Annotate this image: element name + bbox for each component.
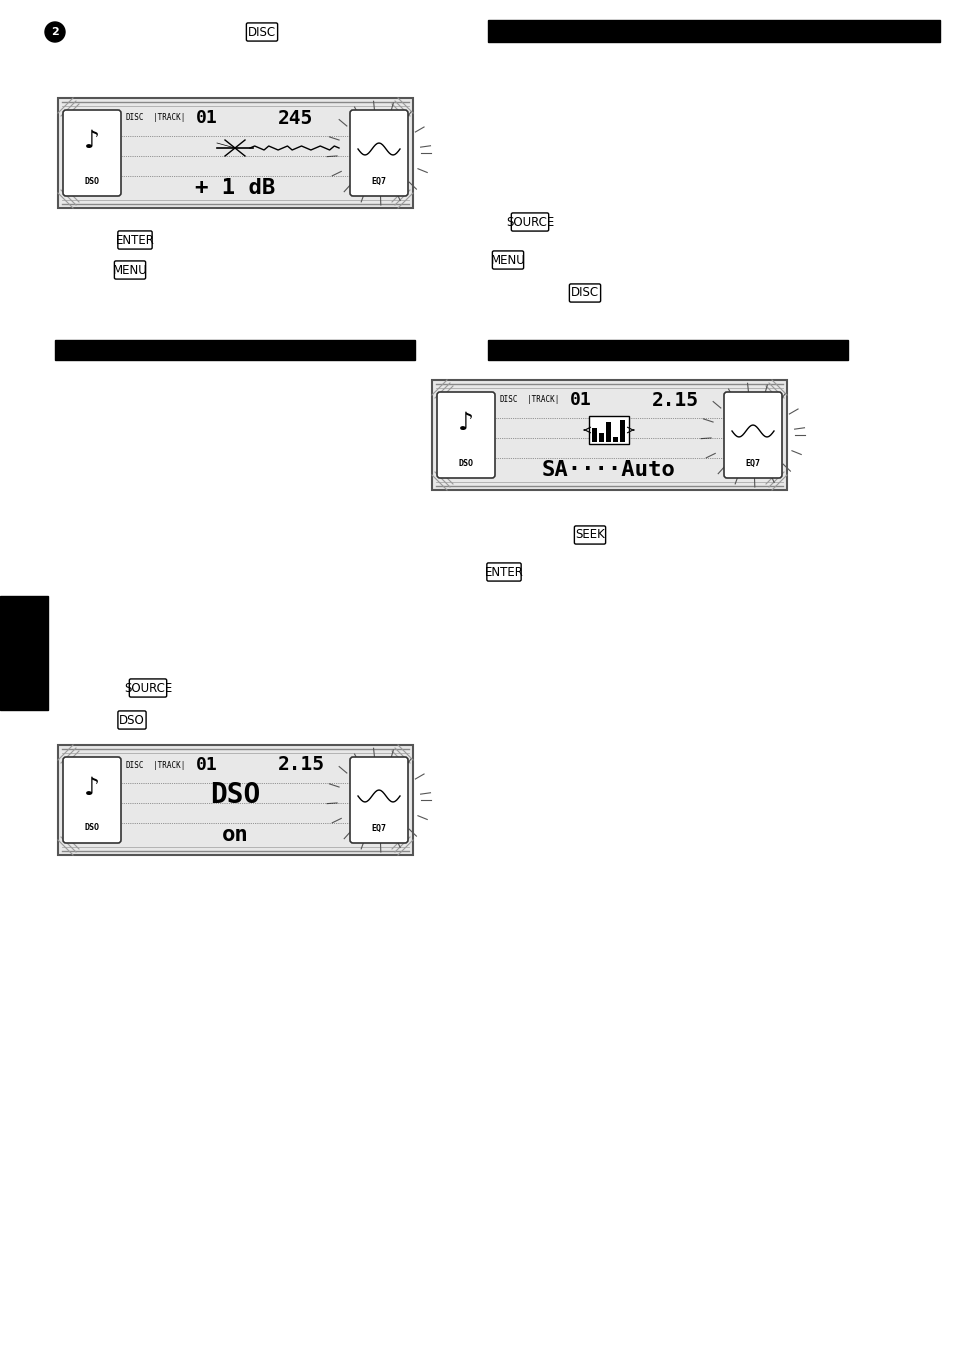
Text: DISC: DISC: [248, 26, 275, 38]
Text: ENTER: ENTER: [115, 234, 154, 246]
Bar: [598, 433, 603, 442]
FancyBboxPatch shape: [130, 679, 167, 698]
Text: |TRACK|: |TRACK|: [526, 396, 558, 404]
Text: DSO: DSO: [458, 458, 473, 468]
Bar: [55, 339, 415, 360]
Text: MENU: MENU: [112, 264, 147, 277]
Circle shape: [45, 22, 65, 42]
Text: EQ7: EQ7: [371, 177, 386, 185]
Text: SOURCE: SOURCE: [124, 681, 172, 695]
Text: DISC: DISC: [499, 396, 518, 404]
Bar: [613, 437, 618, 442]
FancyBboxPatch shape: [350, 110, 408, 196]
Text: SOURCE: SOURCE: [505, 215, 554, 228]
Bar: [592, 429, 597, 442]
FancyBboxPatch shape: [511, 212, 548, 231]
FancyBboxPatch shape: [63, 757, 121, 844]
Text: DSO: DSO: [119, 714, 145, 726]
Text: 01: 01: [569, 391, 591, 410]
FancyBboxPatch shape: [723, 392, 781, 479]
FancyBboxPatch shape: [63, 110, 121, 196]
Text: ENTER: ENTER: [484, 565, 523, 579]
Text: ♪: ♪: [84, 128, 100, 153]
Text: 01: 01: [195, 756, 217, 773]
Text: ♪: ♪: [457, 411, 474, 435]
Text: EQ7: EQ7: [371, 823, 386, 833]
Bar: [605, 422, 610, 442]
Text: + 1 dB: + 1 dB: [194, 178, 274, 197]
Text: DISC: DISC: [126, 114, 144, 123]
Bar: [0, 596, 48, 710]
FancyBboxPatch shape: [436, 392, 495, 479]
Text: DSO: DSO: [210, 781, 260, 808]
Bar: [432, 380, 786, 489]
Text: ♪: ♪: [84, 776, 100, 800]
Text: MENU: MENU: [490, 254, 525, 266]
Text: 01: 01: [195, 110, 217, 127]
Text: on: on: [221, 825, 248, 845]
Bar: [58, 745, 413, 854]
Text: |TRACK|: |TRACK|: [152, 760, 185, 769]
Bar: [488, 20, 939, 42]
FancyBboxPatch shape: [569, 284, 600, 301]
Bar: [619, 420, 624, 442]
FancyBboxPatch shape: [350, 757, 408, 844]
Bar: [588, 416, 628, 443]
Text: DISC: DISC: [570, 287, 598, 300]
FancyBboxPatch shape: [492, 251, 523, 269]
Text: DSO: DSO: [85, 177, 99, 185]
Text: DSO: DSO: [85, 823, 99, 833]
Text: 245: 245: [277, 108, 313, 127]
FancyBboxPatch shape: [246, 23, 277, 41]
Bar: [58, 97, 413, 208]
FancyBboxPatch shape: [118, 711, 146, 729]
Text: 2: 2: [51, 27, 59, 37]
Bar: [488, 339, 847, 360]
Text: EQ7: EQ7: [744, 458, 760, 468]
FancyBboxPatch shape: [114, 261, 146, 279]
FancyBboxPatch shape: [574, 526, 605, 544]
FancyBboxPatch shape: [486, 562, 520, 581]
Text: SA····Auto: SA····Auto: [541, 460, 675, 480]
Text: 2.15: 2.15: [651, 391, 699, 410]
Text: DISC: DISC: [126, 760, 144, 769]
Text: 2.15: 2.15: [277, 756, 325, 775]
FancyBboxPatch shape: [118, 231, 152, 249]
Text: SEEK: SEEK: [575, 529, 604, 542]
Text: |TRACK|: |TRACK|: [152, 114, 185, 123]
